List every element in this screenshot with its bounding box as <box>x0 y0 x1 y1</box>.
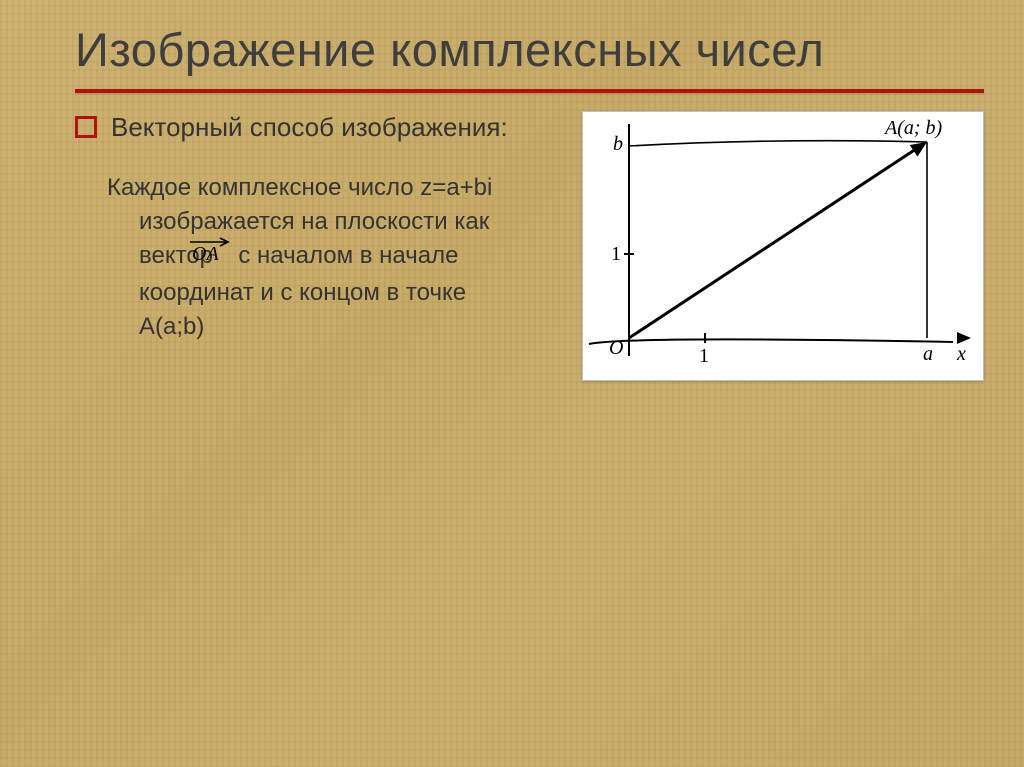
svg-text:1: 1 <box>699 345 709 367</box>
square-bullet-icon <box>75 116 97 138</box>
oa-text: OA <box>192 243 219 264</box>
svg-text:x: x <box>956 343 966 365</box>
text-column: Векторный способ изображения: Каждое ком… <box>75 111 535 343</box>
title-underline <box>75 89 984 93</box>
slide-title: Изображение комплексных чисел <box>75 24 984 77</box>
svg-text:1: 1 <box>611 243 621 265</box>
svg-text:b: b <box>613 133 623 155</box>
vector-oa-icon: OA <box>220 236 232 274</box>
svg-text:A(a; b): A(a; b) <box>883 117 943 139</box>
body-paragraph: Каждое комплексное число z=a+bi изобража… <box>107 171 535 343</box>
svg-text:O: O <box>609 337 623 359</box>
bullet-text: Векторный способ изображения: <box>111 111 508 144</box>
content-row: Векторный способ изображения: Каждое ком… <box>75 111 984 381</box>
bullet-item: Векторный способ изображения: <box>75 111 535 144</box>
diagram-wrap: Ox 1 b a 1 A(a; b) <box>539 111 984 381</box>
vector-diagram: Ox 1 b a 1 A(a; b) <box>582 111 984 381</box>
svg-text:a: a <box>923 343 933 365</box>
